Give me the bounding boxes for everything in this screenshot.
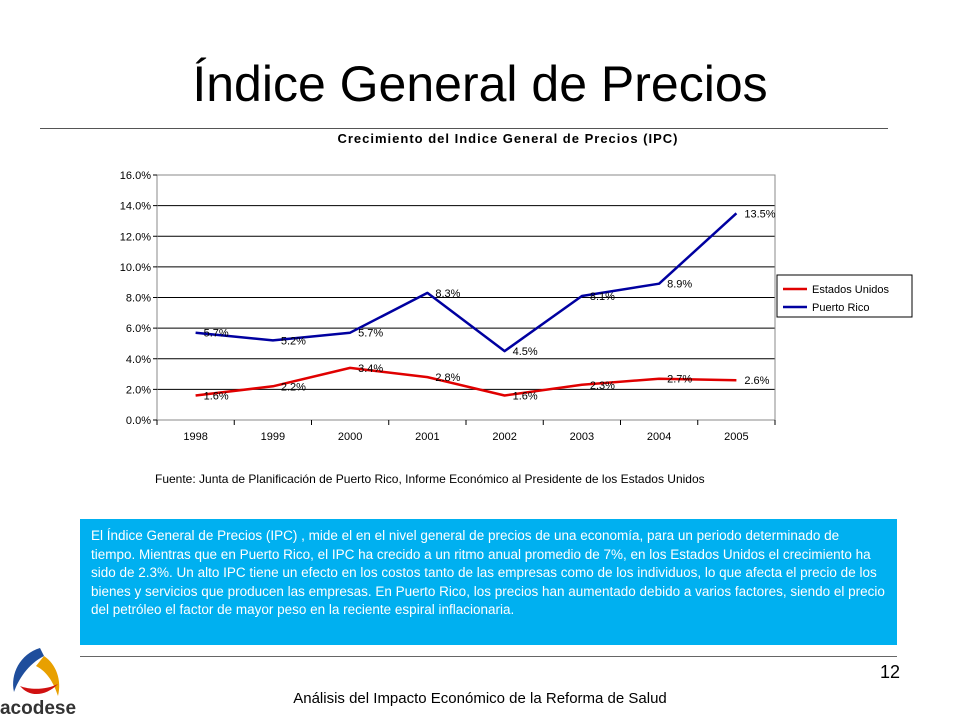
x-tick-label: 2000 bbox=[338, 431, 362, 443]
data-label: 2.8% bbox=[435, 372, 460, 384]
data-label: 5.7% bbox=[204, 328, 229, 340]
title-divider bbox=[40, 128, 888, 129]
data-label: 2.2% bbox=[281, 381, 306, 393]
y-tick-label: 0.0% bbox=[126, 415, 151, 427]
x-axis: 1998 1999 2000 2001 2002 2003 2004 2005 bbox=[156, 420, 776, 443]
x-tick-label: 2002 bbox=[492, 431, 516, 443]
data-label: 3.4% bbox=[358, 363, 383, 375]
y-tick-label: 6.0% bbox=[126, 323, 151, 335]
data-label: 2.3% bbox=[590, 380, 615, 392]
data-label: 2.7% bbox=[667, 374, 692, 386]
x-tick-label: 1998 bbox=[183, 431, 207, 443]
x-tick-label: 2005 bbox=[724, 431, 748, 443]
y-tick-label: 16.0% bbox=[120, 170, 151, 182]
data-label: 1.6% bbox=[513, 391, 538, 403]
description-textbox: El Índice General de Precios (IPC) , mid… bbox=[80, 519, 897, 645]
y-tick-label: 12.0% bbox=[120, 231, 151, 243]
chart-title: Crecimiento del Indice General de Precio… bbox=[337, 131, 678, 146]
footer-text: Análisis del Impacto Económico de la Ref… bbox=[293, 690, 667, 707]
legend: Estados Unidos Puerto Rico bbox=[776, 274, 913, 318]
page-number: 12 bbox=[880, 662, 901, 682]
legend-label: Estados Unidos bbox=[812, 284, 890, 296]
logo-swoosh-blue bbox=[13, 648, 44, 692]
footer-divider bbox=[80, 656, 897, 657]
series-line-puerto-rico bbox=[195, 212, 738, 353]
chart-source: Fuente: Junta de Planificación de Puerto… bbox=[155, 472, 705, 486]
gridlines bbox=[157, 205, 775, 390]
slide-title: Índice General de Precios bbox=[192, 56, 768, 112]
data-label: 5.2% bbox=[281, 335, 306, 347]
y-tick-label: 14.0% bbox=[120, 201, 151, 213]
logo-wordmark: acodese bbox=[0, 698, 76, 719]
data-label: 1.6% bbox=[204, 391, 229, 403]
logo-swoosh-red bbox=[20, 684, 58, 695]
data-label: 13.5% bbox=[744, 208, 775, 220]
data-label: 8.1% bbox=[590, 291, 615, 303]
y-tick-label: 10.0% bbox=[120, 262, 151, 274]
logo-swoosh-orange bbox=[36, 656, 60, 696]
y-tick-label: 4.0% bbox=[126, 354, 151, 366]
y-axis: 0.0% 2.0% 4.0% 6.0% 8.0% 10.0% 12.0% 14.0% 16.0% bbox=[120, 170, 157, 427]
y-tick-label: 8.0% bbox=[126, 293, 151, 305]
data-label: 2.6% bbox=[744, 375, 769, 387]
x-tick-label: 1999 bbox=[261, 431, 285, 443]
x-tick-label: 2003 bbox=[570, 431, 594, 443]
series: 1.6% 2.2% 3.4% 2.8% 1.6% 2.3% 2.7% 2.6% 5.7% 5.2%… bbox=[195, 208, 776, 403]
data-label: 8.9% bbox=[667, 279, 692, 291]
x-tick-label: 2004 bbox=[647, 431, 671, 443]
y-tick-label: 2.0% bbox=[126, 384, 151, 396]
x-tick-label: 2001 bbox=[415, 431, 439, 443]
legend-label: Puerto Rico bbox=[812, 302, 869, 314]
acodese-logo: acodese bbox=[0, 648, 76, 719]
data-label: 5.7% bbox=[358, 328, 383, 340]
legend-box bbox=[776, 274, 913, 318]
data-label: 4.5% bbox=[513, 346, 538, 358]
data-label: 8.3% bbox=[435, 288, 460, 300]
ipc-line-chart: Crecimiento del Indice General de Precio… bbox=[120, 131, 913, 443]
series-line-estados-unidos bbox=[195, 366, 737, 397]
